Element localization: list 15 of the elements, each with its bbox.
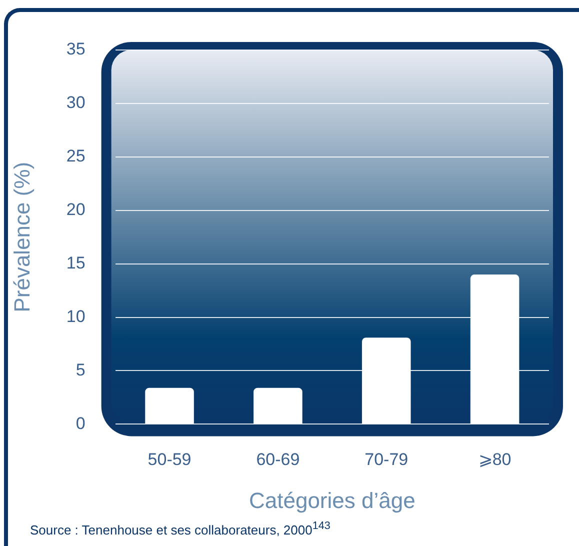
- source-note: Source : Tenenhouse et ses collaborateurs, 2000$^{143}$: [30, 520, 330, 538]
- y-tick-label: 35: [66, 40, 86, 59]
- y-tick-label: 30: [66, 93, 86, 112]
- y-axis-title: Prévalence (%): [9, 162, 34, 312]
- y-tick-label: 0: [76, 414, 86, 433]
- x-tick-label: 60-69: [256, 450, 300, 470]
- x-tick-label: 50-59: [148, 450, 192, 470]
- y-tick-label: 10: [66, 306, 86, 326]
- y-tick-label: 25: [66, 146, 86, 166]
- x-tick-label: 70-79: [364, 450, 408, 470]
- y-tick-label: 15: [66, 254, 86, 273]
- y-tick-label: 5: [76, 360, 86, 380]
- x-tick-label: ⩾80: [478, 450, 512, 470]
- y-tick-label: 20: [66, 200, 86, 220]
- x-axis-title: Catégories d’âge: [248, 488, 416, 513]
